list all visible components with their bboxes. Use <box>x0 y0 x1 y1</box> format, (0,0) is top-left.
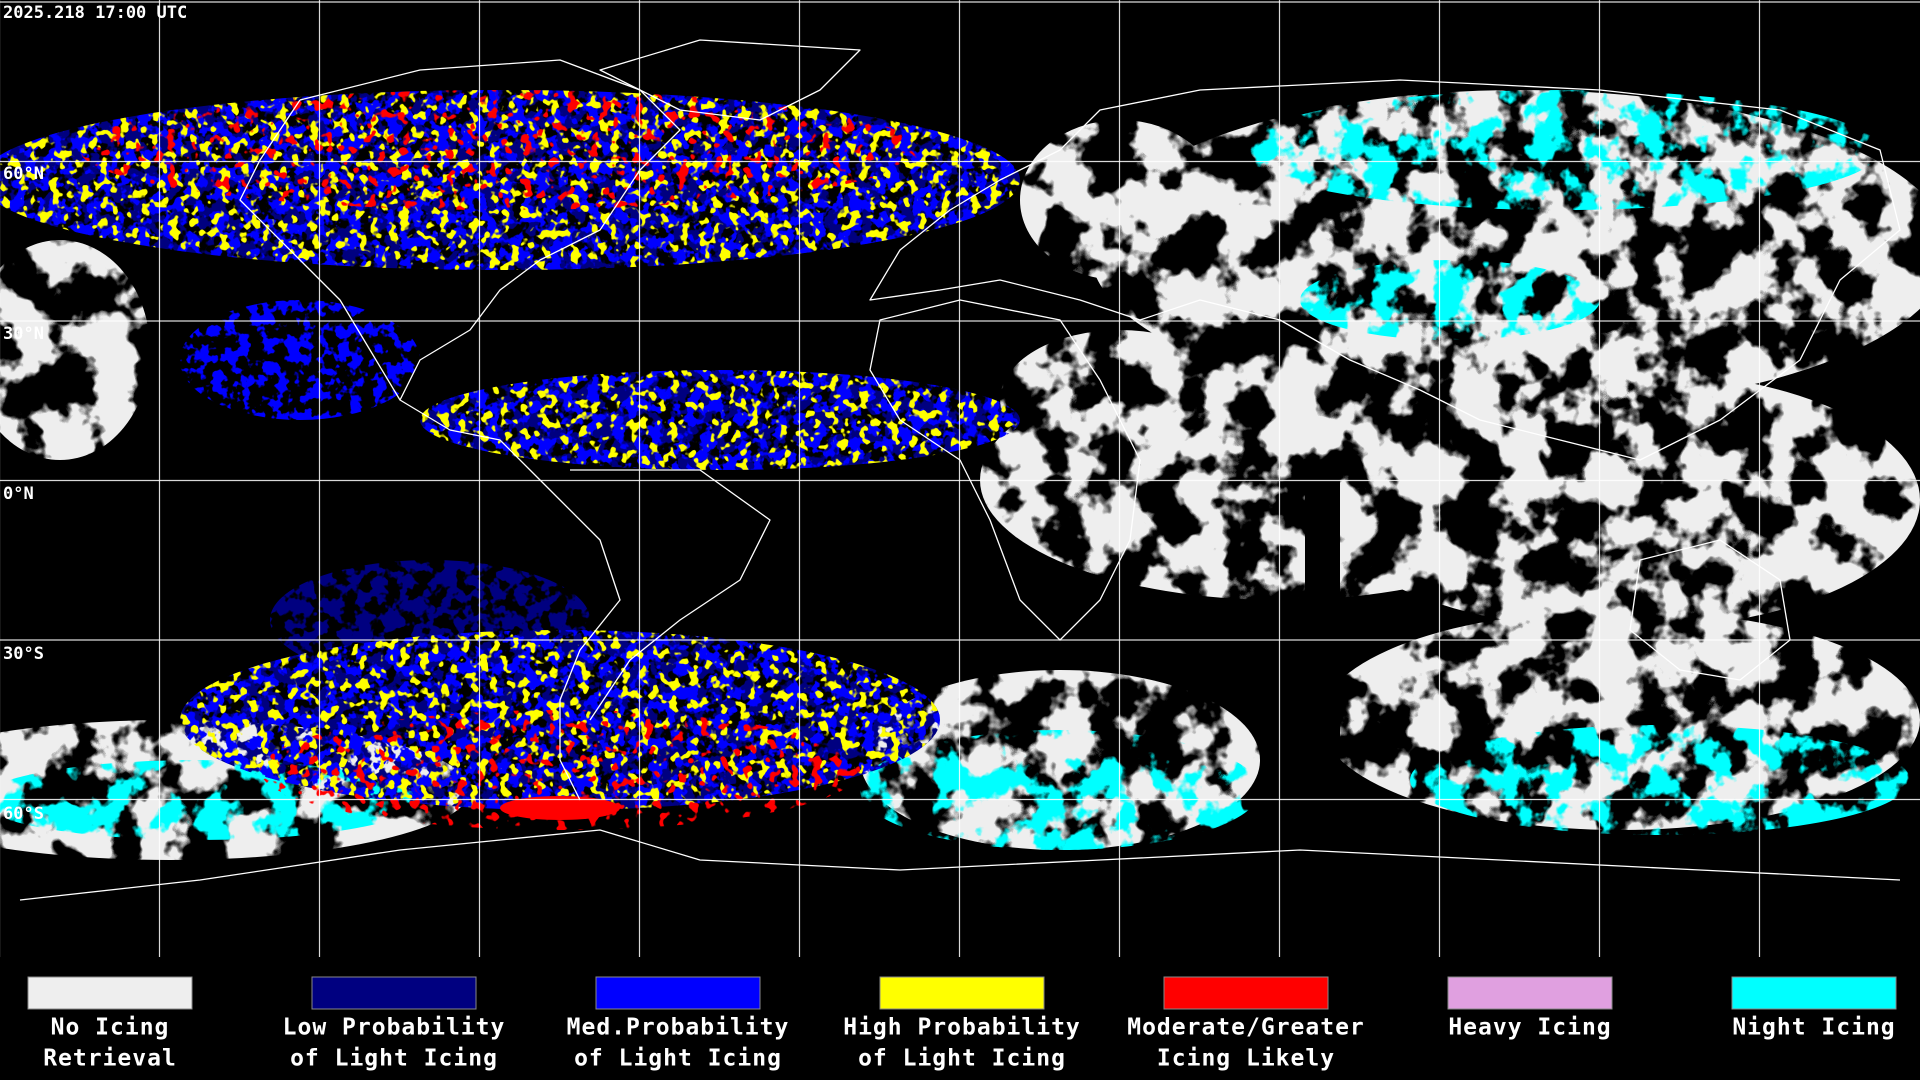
legend-label: Med.Probability <box>567 1015 790 1041</box>
legend-swatch <box>27 976 193 1010</box>
legend-label: Low Probability <box>283 1015 506 1041</box>
legend-label: Retrieval <box>43 1046 177 1072</box>
latitude-label: 30°S <box>3 644 44 664</box>
legend-swatch <box>1731 976 1897 1010</box>
legend-label: High Probability <box>843 1015 1081 1041</box>
legend-swatch <box>311 976 477 1010</box>
legend-label: Icing Likely <box>1157 1046 1335 1072</box>
latitude-label: 0°N <box>3 484 34 504</box>
coastlines <box>19 39 1901 901</box>
legend-label: No Icing <box>51 1015 170 1041</box>
latitude-labels: 60°N 30°N 0°N 30°S 60°S <box>3 164 44 824</box>
legend-swatch <box>1447 976 1613 1010</box>
latitude-label: 60°S <box>3 804 44 824</box>
legend-label: of Light Icing <box>290 1046 498 1072</box>
legend-label: Night Icing <box>1732 1015 1895 1041</box>
legend-swatch <box>879 976 1045 1010</box>
legend-label: Heavy Icing <box>1448 1015 1611 1041</box>
latitude-label: 60°N <box>3 164 44 184</box>
legend-label: of Light Icing <box>858 1046 1066 1072</box>
legend-swatch <box>595 976 761 1010</box>
terminator-gap <box>1305 480 1340 860</box>
legend-label: of Light Icing <box>574 1046 782 1072</box>
timestamp: 2025.218 17:00 UTC <box>3 3 187 23</box>
legend-label: Moderate/Greater <box>1127 1015 1365 1041</box>
latitude-label: 30°N <box>3 324 44 344</box>
moderate-icing-patch <box>500 796 620 820</box>
legend: No Icing Retrieval Low Probability of Light… <box>27 976 1897 1072</box>
legend-swatch <box>1163 976 1329 1010</box>
graticule <box>0 0 1920 960</box>
